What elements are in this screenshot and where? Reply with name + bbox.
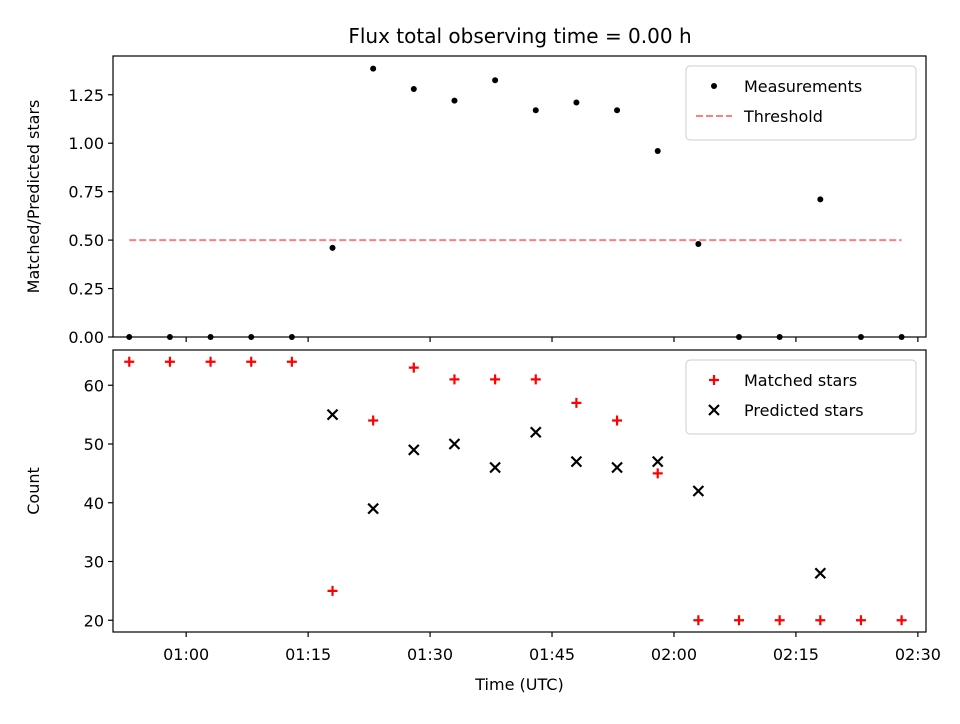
data-point [329, 244, 336, 251]
x-tick-label: 02:15 [773, 645, 819, 664]
series-predicted-stars [326, 408, 827, 580]
data-point [529, 426, 542, 439]
data-point [489, 461, 501, 474]
data-point [898, 334, 905, 340]
x-tick-label: 01:30 [407, 645, 453, 664]
data-point [774, 615, 785, 626]
bottom-panel: 20 30 40 50 60 01:00 01:15 01:30 01:45 02:00 02:15… [24, 349, 941, 694]
data-point [370, 65, 377, 72]
data-point [614, 107, 621, 114]
legend-box [685, 359, 917, 435]
legend-label: Measurements [744, 77, 862, 96]
y-tick-label: 1.25 [68, 86, 104, 105]
data-point [451, 97, 458, 104]
data-point [248, 334, 255, 340]
data-point [410, 85, 417, 92]
legend-marker [708, 404, 720, 416]
y-tick-label: 40 [84, 494, 104, 513]
y-tick-label: 0.50 [68, 231, 104, 250]
data-point [776, 334, 783, 340]
data-point [815, 615, 826, 626]
data-point [408, 362, 419, 373]
axes-frame [112, 349, 927, 633]
data-point [448, 438, 461, 450]
series-measurements [126, 65, 905, 340]
legend-marker [709, 375, 719, 385]
data-point [246, 356, 257, 367]
legend-label: Threshold [743, 107, 823, 126]
y-tick-label: 60 [84, 376, 104, 395]
y-tick-label: 1.00 [68, 134, 104, 153]
x-tick-label: 01:15 [285, 645, 331, 664]
y-tick-label: 50 [84, 435, 104, 454]
data-point [288, 334, 295, 340]
data-point [571, 397, 582, 408]
legend-marker [711, 83, 717, 89]
legend: Measurements Threshold [685, 65, 917, 141]
data-point [651, 455, 664, 468]
data-point [692, 485, 705, 497]
data-point [164, 356, 175, 367]
x-tick-label: 01:45 [529, 645, 575, 664]
data-point [205, 356, 216, 367]
data-point [490, 374, 501, 385]
data-point [855, 615, 866, 626]
data-point [654, 147, 661, 154]
data-point [286, 356, 297, 367]
legend: Matched stars Predicted stars [685, 359, 917, 435]
chart-title: Flux total observing time = 0.00 h [348, 24, 691, 48]
data-point [492, 77, 499, 84]
y-tick-label: 20 [84, 611, 104, 630]
y-axis-label: Matched/Predicted stars [24, 100, 43, 294]
data-point [124, 356, 135, 367]
axes-frame [112, 55, 927, 338]
legend-box [685, 65, 917, 141]
data-point [814, 567, 827, 580]
data-point [652, 468, 663, 479]
data-point [368, 415, 379, 426]
data-point [695, 240, 702, 247]
data-point [693, 615, 704, 626]
data-point [367, 502, 379, 515]
legend-label: Matched stars [744, 371, 857, 390]
data-point [612, 415, 623, 426]
data-point [327, 585, 338, 596]
series-matched-stars [124, 356, 907, 626]
y-tick-label: 30 [84, 553, 104, 572]
data-point [326, 408, 339, 421]
data-point [532, 107, 539, 114]
y-tick-label: 0.75 [68, 183, 104, 202]
top-panel: 0.00 0.25 0.50 0.75 1.00 1.25 Matched/Predicte… [24, 55, 927, 347]
x-tick-label: 02:00 [651, 645, 697, 664]
data-point [530, 374, 541, 385]
data-point [857, 334, 864, 340]
y-tick-label: 0.00 [68, 328, 104, 347]
x-axis-label: Time (UTC) [474, 675, 563, 694]
y-axis-label: Count [24, 467, 43, 515]
data-point [734, 615, 745, 626]
data-point [573, 99, 580, 106]
data-point [896, 615, 907, 626]
data-point [817, 196, 824, 203]
data-point [207, 334, 214, 340]
legend-label: Predicted stars [744, 401, 864, 420]
data-point [126, 334, 133, 340]
data-point [570, 455, 583, 468]
data-point [166, 334, 173, 340]
x-tick-label: 01:00 [163, 645, 209, 664]
x-tick-label: 02:30 [895, 645, 941, 664]
data-point [611, 461, 623, 474]
data-point [449, 374, 460, 385]
y-tick-label: 0.25 [68, 280, 104, 299]
data-point [736, 334, 743, 340]
data-point [408, 444, 420, 456]
